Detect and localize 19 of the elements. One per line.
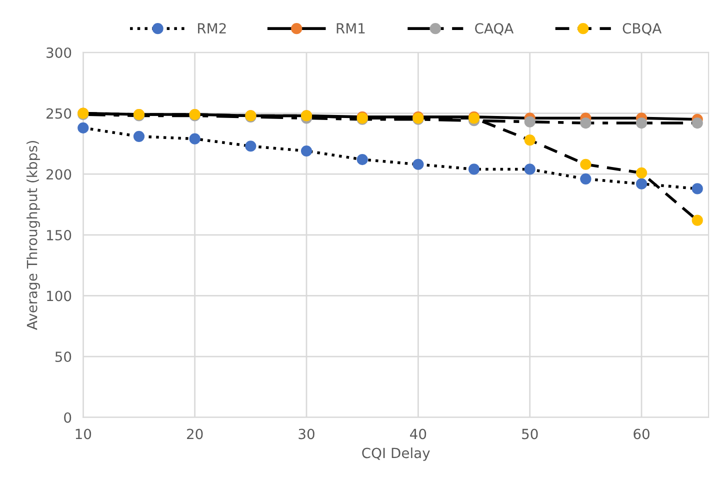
y-tick-label: 200 [46, 169, 72, 180]
legend-label: RM1 [336, 23, 365, 34]
y-axis-title: Average Throughput (kbps) [26, 140, 40, 330]
y-tick-label: 0 [64, 412, 72, 423]
x-tick-label: 50 [522, 428, 538, 440]
x-tick-label: 10 [76, 428, 92, 440]
y-tick-label: 300 [46, 47, 72, 58]
x-axis-title: CQI Delay [362, 447, 430, 461]
y-tick-label: 50 [55, 352, 72, 362]
y-tick-label: 250 [46, 108, 72, 119]
legend-label: CAQA [475, 23, 514, 36]
legend-label: CBQA [622, 23, 662, 36]
y-tick-label: 150 [47, 230, 72, 240]
x-tick-label: 60 [634, 428, 650, 440]
x-tick-label: 20 [187, 428, 203, 440]
legend-label: RM2 [198, 23, 226, 34]
x-tick-label: 40 [410, 428, 426, 440]
y-tick-label: 100 [47, 290, 72, 302]
x-tick-label: 30 [298, 428, 314, 440]
